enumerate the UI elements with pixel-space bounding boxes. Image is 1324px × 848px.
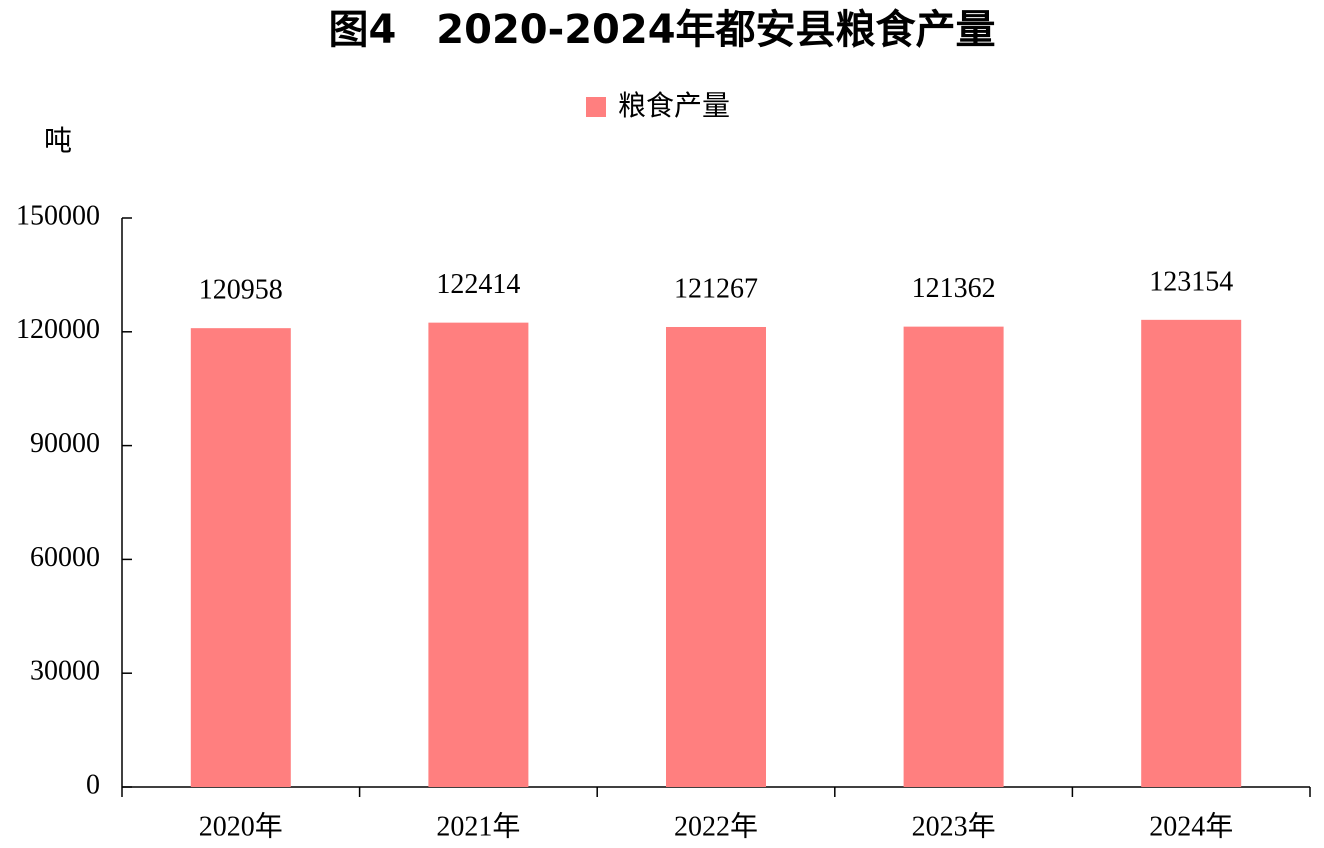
y-tick-label: 30000 (30, 656, 100, 687)
y-tick-label: 150000 (16, 200, 100, 231)
x-tick-label: 2021年 (436, 810, 520, 842)
data-label: 120958 (199, 275, 283, 306)
legend-swatch (586, 97, 606, 117)
data-label: 122414 (436, 269, 520, 300)
chart-title: 图4 2020-2024年都安县粮食产量 (328, 7, 995, 53)
bar (190, 328, 291, 787)
data-label: 123154 (1149, 266, 1233, 297)
bar (1141, 319, 1242, 787)
data-label: 121267 (674, 273, 758, 304)
y-axis-label: 吨 (44, 124, 72, 157)
data-label: 121362 (912, 273, 996, 304)
bar (428, 322, 529, 787)
y-tick-label: 120000 (16, 314, 100, 345)
bar (903, 326, 1004, 787)
legend-label: 粮食产量 (618, 89, 730, 122)
y-tick-label: 0 (86, 769, 100, 800)
x-tick-label: 2024年 (1149, 810, 1233, 842)
y-tick-label: 60000 (30, 542, 100, 573)
x-tick-label: 2020年 (199, 810, 283, 842)
x-tick-label: 2022年 (674, 810, 758, 842)
y-tick-label: 90000 (30, 428, 100, 459)
bar (666, 326, 766, 787)
x-tick-label: 2023年 (912, 810, 996, 842)
